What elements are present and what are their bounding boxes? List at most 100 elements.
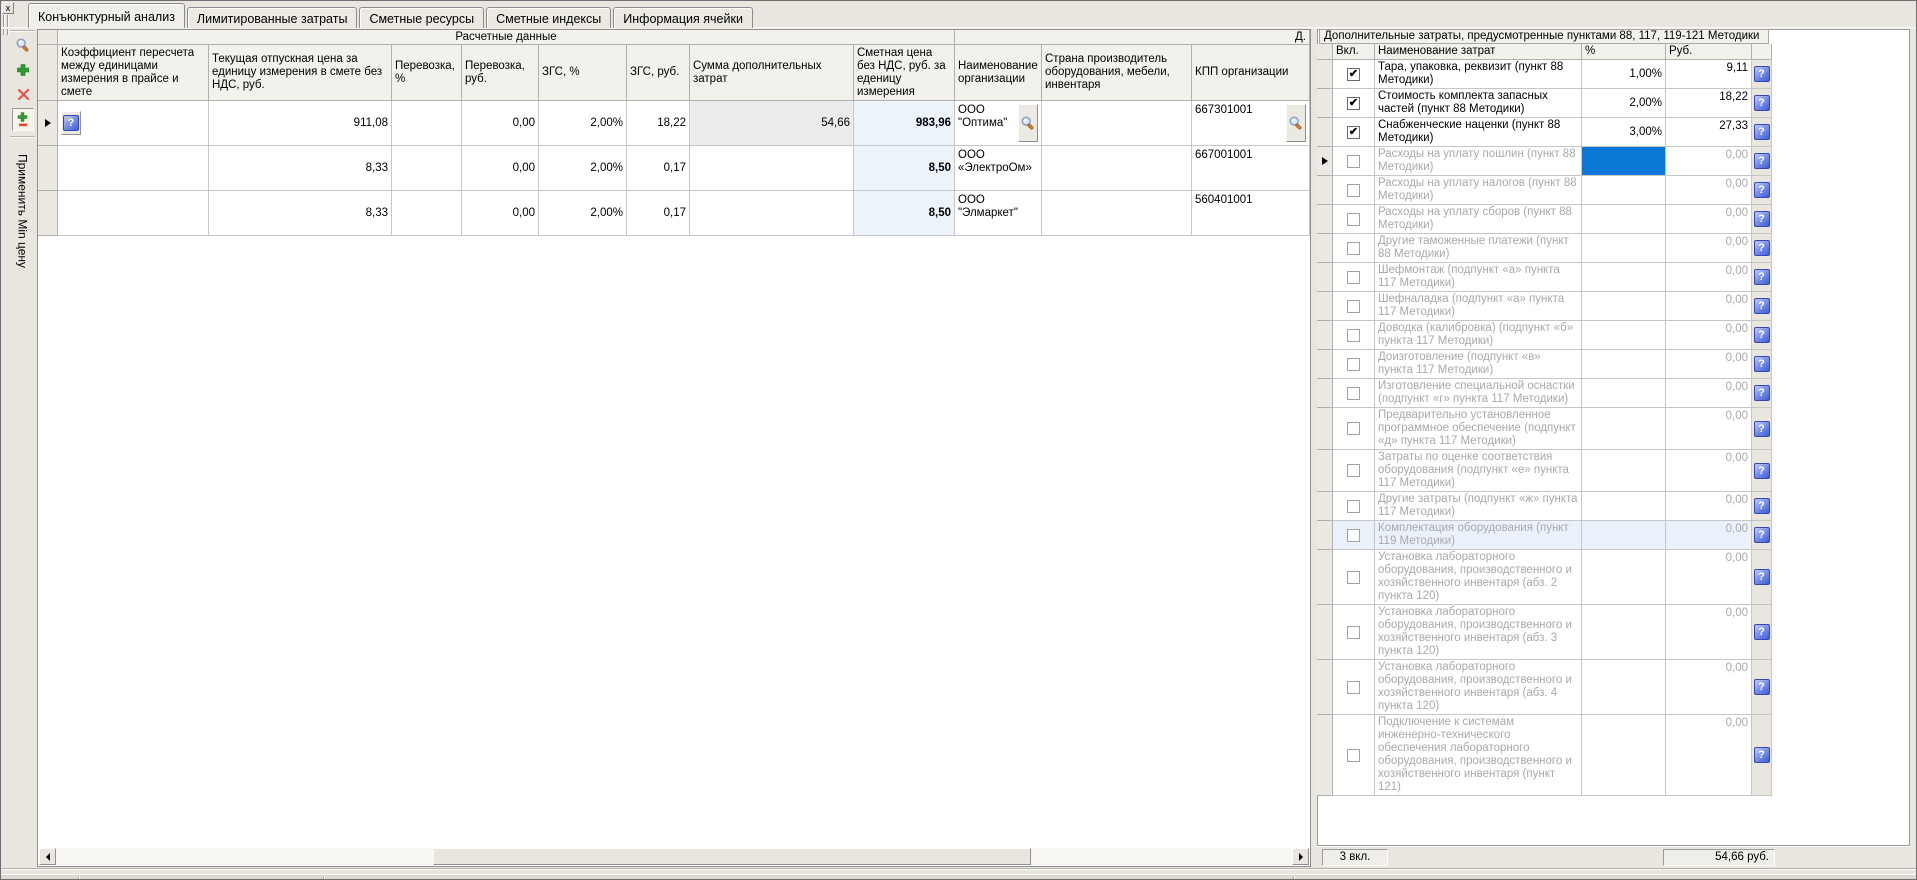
cell-rub[interactable]: 18,22 [1666, 89, 1752, 118]
checkbox[interactable]: ✔ [1347, 125, 1360, 139]
cell-included[interactable] [1333, 176, 1375, 205]
cost-hint-button[interactable]: ? [1753, 240, 1770, 256]
cell-rub[interactable]: 0,00 [1666, 379, 1752, 408]
cost-hint-button[interactable]: ? [1753, 95, 1770, 111]
cell-rub[interactable]: 0,00 [1666, 263, 1752, 292]
cell-transport_rub[interactable]: 0,00 [462, 146, 539, 191]
cell-cost-name[interactable]: Снабженческие наценки (пункт 88 Методики… [1375, 118, 1582, 147]
cell-percent[interactable] [1582, 521, 1666, 550]
scroll-right-button[interactable] [1292, 848, 1309, 865]
tab-conjuncture-analysis[interactable]: Конъюнктурный анализ [28, 3, 185, 28]
cell-included[interactable] [1333, 660, 1375, 715]
cell-included[interactable] [1333, 492, 1375, 521]
cell-zgs_rub[interactable]: 0,17 [627, 146, 690, 191]
checkbox[interactable] [1347, 625, 1360, 639]
cell-rub[interactable]: 0,00 [1666, 521, 1752, 550]
cell-estimate[interactable]: 8,50 [854, 191, 955, 236]
horizontal-scrollbar[interactable] [39, 848, 1309, 865]
checkbox[interactable] [1347, 270, 1360, 284]
hint-icon-button[interactable]: ? [63, 115, 79, 131]
cell-included[interactable] [1333, 715, 1375, 796]
cell-cost-name[interactable]: Установка лабораторного оборудования, пр… [1375, 660, 1582, 715]
cost-hint-button[interactable]: ? [1753, 569, 1770, 585]
cell-cost-name[interactable]: Тара, упаковка, реквизит (пункт 88 Метод… [1375, 60, 1582, 89]
cell-included[interactable] [1333, 450, 1375, 492]
cell-rub[interactable]: 0,00 [1666, 350, 1752, 379]
cell-included[interactable] [1333, 147, 1375, 176]
cost-hint-button[interactable]: ? [1753, 624, 1770, 640]
cost-hint-button[interactable]: ? [1753, 182, 1770, 198]
cell-coef[interactable] [58, 146, 209, 191]
cell-zgs_pct[interactable]: 2,00% [539, 101, 627, 146]
cell-cost-name[interactable]: Шефмонтаж (подпункт «а» пункта 117 Метод… [1375, 263, 1582, 292]
checkbox[interactable] [1347, 357, 1360, 371]
cell-zgs_rub[interactable]: 0,17 [627, 191, 690, 236]
cost-hint-button[interactable]: ? [1753, 356, 1770, 372]
cell-included[interactable] [1333, 321, 1375, 350]
cost-hint-button[interactable]: ? [1753, 420, 1770, 437]
cell-coef[interactable]: ? [58, 101, 209, 146]
cell-percent[interactable]: 3,00% [1582, 118, 1666, 147]
cell-included[interactable] [1333, 605, 1375, 660]
cost-hint-button[interactable]: ? [1753, 527, 1770, 543]
cell-percent[interactable] [1582, 234, 1666, 263]
checkbox[interactable] [1347, 328, 1360, 342]
checkbox[interactable] [1347, 183, 1360, 197]
cell-percent[interactable] [1582, 263, 1666, 292]
cell-rub[interactable]: 9,11 [1666, 60, 1752, 89]
close-panel-button[interactable]: x [2, 2, 14, 14]
cell-percent[interactable] [1582, 205, 1666, 234]
checkbox[interactable]: ✔ [1347, 67, 1360, 81]
cell-percent[interactable] [1582, 379, 1666, 408]
checkbox[interactable] [1347, 386, 1360, 400]
cost-hint-button[interactable]: ? [1753, 66, 1770, 82]
cell-rub[interactable]: 0,00 [1666, 492, 1752, 521]
cell-price[interactable]: 8,33 [209, 191, 392, 236]
checkbox[interactable] [1347, 680, 1360, 694]
cell-percent[interactable]: 2,00% [1582, 89, 1666, 118]
cell-kpp[interactable]: 667001001 [1192, 146, 1310, 191]
cell-percent[interactable] [1582, 550, 1666, 605]
checkbox[interactable] [1347, 570, 1360, 584]
cost-hint-button[interactable]: ? [1753, 211, 1770, 227]
cell-rub[interactable]: 0,00 [1666, 605, 1752, 660]
cell-org[interactable]: ООО «ЭлектроОм» [955, 146, 1042, 191]
delete-row-button[interactable] [12, 83, 34, 106]
cost-hint-button[interactable]: ? [1753, 462, 1770, 479]
cell-included[interactable] [1333, 350, 1375, 379]
cell-org[interactable]: ООО "Элмаркет" [955, 191, 1042, 236]
cell-cost-name[interactable]: Доводка (калибровка) (подпункт «б» пункт… [1375, 321, 1582, 350]
cell-rub[interactable]: 0,00 [1666, 205, 1752, 234]
cell-percent[interactable] [1582, 605, 1666, 660]
cell-coef[interactable] [58, 191, 209, 236]
cell-transport_rub[interactable]: 0,00 [462, 191, 539, 236]
cost-hint-button[interactable]: ? [1753, 269, 1770, 285]
cell-rub[interactable]: 0,00 [1666, 292, 1752, 321]
cell-percent[interactable] [1582, 492, 1666, 521]
cell-cost-name[interactable]: Изготовление специальной оснастки (подпу… [1375, 379, 1582, 408]
cell-included[interactable]: ✔ [1333, 89, 1375, 118]
cell-transport_pct[interactable] [392, 146, 462, 191]
cell-estimate[interactable]: 8,50 [854, 146, 955, 191]
cell-included[interactable] [1333, 263, 1375, 292]
plus-minus-toggle-button[interactable] [12, 108, 34, 131]
checkbox[interactable] [1347, 422, 1360, 435]
cell-cost-name[interactable]: Установка лабораторного оборудования, пр… [1375, 605, 1582, 660]
checkbox[interactable] [1347, 464, 1360, 477]
cell-rub[interactable]: 0,00 [1666, 321, 1752, 350]
cell-rub[interactable]: 0,00 [1666, 715, 1752, 796]
kpp-search-button[interactable] [1286, 104, 1306, 142]
cell-rub[interactable]: 0,00 [1666, 234, 1752, 263]
scrollbar-thumb[interactable] [433, 848, 1031, 865]
cell-cost-name[interactable]: Расходы на уплату пошлин (пункт 88 Метод… [1375, 147, 1582, 176]
cell-rub[interactable]: 27,33 [1666, 118, 1752, 147]
scroll-left-button[interactable] [39, 848, 56, 865]
cost-hint-button[interactable]: ? [1753, 498, 1770, 514]
cell-cost-name[interactable]: Шефналадка (подпункт «а» пункта 117 Мето… [1375, 292, 1582, 321]
cell-included[interactable] [1333, 379, 1375, 408]
cell-included[interactable] [1333, 205, 1375, 234]
cell-transport_rub[interactable]: 0,00 [462, 101, 539, 146]
cell-percent[interactable]: 1,00% [1582, 60, 1666, 89]
cell-included[interactable]: ✔ [1333, 60, 1375, 89]
cell-kpp[interactable]: 667301001 [1192, 101, 1310, 146]
